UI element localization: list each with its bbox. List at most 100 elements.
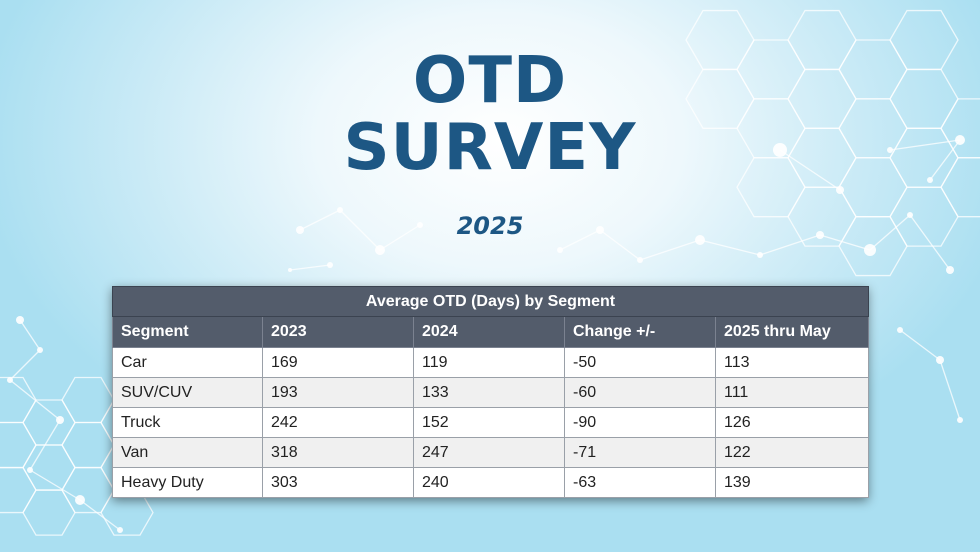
network-node	[957, 417, 963, 423]
cell-change: -50	[564, 347, 716, 378]
network-node	[757, 252, 763, 258]
cell-segment: SUV/CUV	[112, 377, 263, 408]
network-link	[379, 224, 421, 251]
cell-2024: 152	[413, 407, 565, 438]
cell-2025: 122	[714, 437, 870, 468]
hexagon-shape	[0, 421, 37, 469]
network-node	[557, 247, 563, 253]
cell-2023: 169	[262, 347, 414, 378]
network-link	[299, 209, 341, 231]
network-node	[816, 231, 824, 239]
network-node	[288, 268, 292, 272]
cell-segment: Truck	[112, 407, 263, 438]
header-2025-thru-may: 2025 thru May	[714, 316, 870, 348]
cell-segment: Van	[112, 437, 263, 468]
cell-2025: 111	[714, 377, 870, 408]
network-link	[29, 469, 81, 501]
network-link	[19, 319, 41, 351]
network-link	[559, 229, 601, 251]
cell-change: -90	[564, 407, 716, 438]
network-link	[289, 264, 331, 271]
network-node	[955, 135, 965, 145]
title-line-1: OTD	[412, 44, 568, 118]
hexagon-shape	[0, 466, 37, 514]
network-node	[887, 147, 893, 153]
cell-2025: 113	[714, 347, 870, 378]
hexagon-shape	[61, 421, 115, 469]
cell-2023: 242	[262, 407, 414, 438]
network-node	[56, 416, 64, 424]
title-line-2: SURVEY	[343, 111, 637, 185]
table-header-row: Segment 2023 2024 Change +/- 2025 thru M…	[112, 316, 870, 348]
network-link	[899, 329, 941, 361]
hexagon-shape	[889, 186, 959, 247]
network-link	[599, 229, 641, 261]
cell-2023: 303	[262, 467, 414, 498]
network-node	[37, 347, 43, 353]
cell-change: -60	[564, 377, 716, 408]
cell-2024: 247	[413, 437, 565, 468]
network-node	[417, 222, 423, 228]
network-node	[946, 266, 954, 274]
network-node	[927, 177, 933, 183]
hexagon-shape	[61, 376, 115, 424]
cell-2025: 126	[714, 407, 870, 438]
network-link	[939, 359, 961, 421]
table-row: SUV/CUV 193 133 -60 111	[112, 377, 870, 408]
network-node	[327, 262, 333, 268]
network-node	[596, 226, 604, 234]
network-link	[9, 379, 61, 421]
network-node	[27, 467, 33, 473]
network-node	[296, 226, 304, 234]
header-change: Change +/-	[564, 316, 716, 348]
network-node	[337, 207, 343, 213]
network-link	[759, 234, 821, 256]
cell-2025: 139	[714, 467, 870, 498]
network-link	[909, 214, 951, 271]
cell-2023: 318	[262, 437, 414, 468]
network-node	[907, 212, 913, 218]
network-node	[375, 245, 385, 255]
table-row: Car 169 119 -50 113	[112, 347, 870, 378]
network-node	[864, 244, 876, 256]
network-node	[897, 327, 903, 333]
header-segment: Segment	[112, 316, 263, 348]
network-link	[819, 234, 871, 251]
network-node	[936, 356, 944, 364]
network-link	[9, 349, 41, 381]
table-row: Van 318 247 -71 122	[112, 437, 870, 468]
hexagon-shape	[0, 376, 37, 424]
hexagon-shape	[22, 489, 76, 536]
cell-2024: 240	[413, 467, 565, 498]
network-link	[639, 239, 701, 261]
cell-2024: 119	[413, 347, 565, 378]
survey-year: 2025	[456, 212, 524, 240]
network-link	[339, 209, 381, 251]
network-link	[889, 139, 961, 151]
network-link	[699, 239, 761, 256]
network-node	[7, 377, 13, 383]
cell-change: -71	[564, 437, 716, 468]
header-2023: 2023	[262, 316, 414, 348]
table-row: Truck 242 152 -90 126	[112, 407, 870, 438]
otd-table: Average OTD (Days) by Segment Segment 20…	[111, 286, 870, 498]
network-node	[75, 495, 85, 505]
cell-segment: Car	[112, 347, 263, 378]
network-link	[79, 499, 121, 531]
cell-2024: 133	[413, 377, 565, 408]
network-node	[836, 186, 844, 194]
network-link	[29, 419, 61, 471]
network-node	[637, 257, 643, 263]
network-node	[773, 143, 787, 157]
cell-segment: Heavy Duty	[112, 467, 263, 498]
network-node	[117, 527, 123, 533]
header-2024: 2024	[413, 316, 565, 348]
network-node	[16, 316, 24, 324]
network-link	[779, 149, 841, 191]
otd-table-container: Average OTD (Days) by Segment Segment 20…	[111, 286, 870, 498]
network-link	[869, 214, 911, 251]
network-link	[929, 139, 961, 181]
cell-change: -63	[564, 467, 716, 498]
table-caption: Average OTD (Days) by Segment	[111, 286, 870, 317]
